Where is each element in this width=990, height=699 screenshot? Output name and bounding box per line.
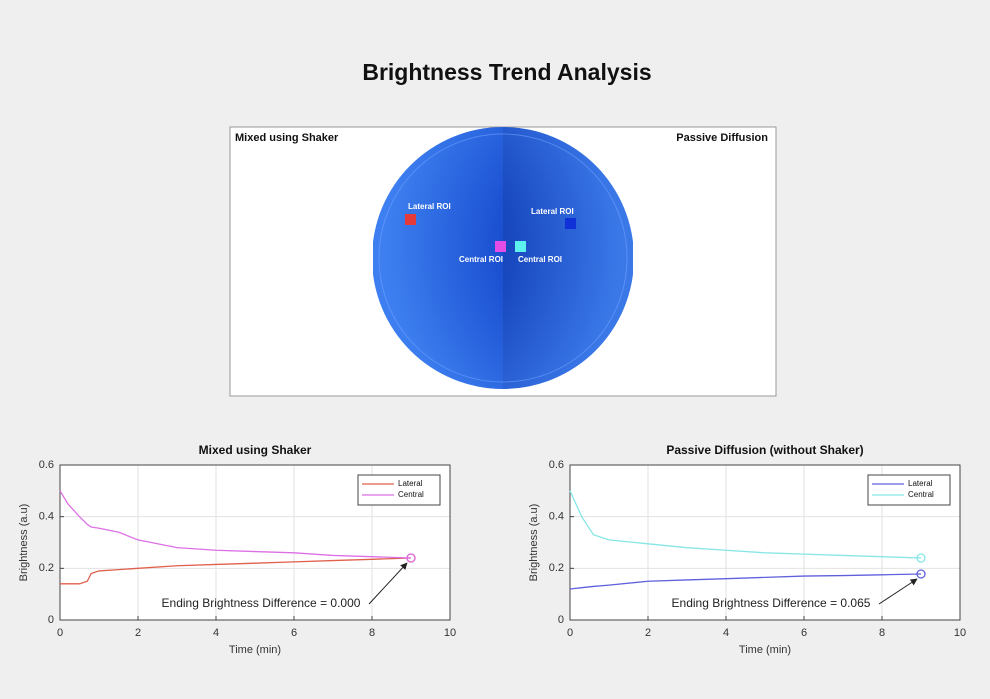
y-tick-label: 0.2 <box>549 562 564 574</box>
y-axis-label: Brightness (a.u) <box>528 504 540 582</box>
y-tick-label: 0.6 <box>549 459 564 471</box>
x-tick-label: 0 <box>57 627 63 639</box>
figure-title: Brightness Trend Analysis <box>362 59 651 85</box>
roi-square <box>495 241 506 252</box>
roi-square <box>405 214 416 225</box>
y-tick-label: 0.2 <box>39 562 54 574</box>
y-tick-label: 0.6 <box>39 459 54 471</box>
y-tick-label: 0.4 <box>549 511 564 523</box>
roi-label: Central ROI <box>459 255 503 264</box>
chart-title: Mixed using Shaker <box>199 443 312 457</box>
y-axis-label: Brightness (a.u) <box>18 504 30 582</box>
roi-label: Central ROI <box>518 255 562 264</box>
image-panel: Mixed using Shaker Passive Diffusion Lat… <box>230 127 776 396</box>
legend-label: Lateral <box>908 479 933 488</box>
x-tick-label: 2 <box>135 627 141 639</box>
panel-label: Mixed using Shaker <box>235 132 339 144</box>
x-tick-label: 8 <box>879 627 885 639</box>
figure: Brightness Trend Analysis Mixed using Sh… <box>0 0 990 699</box>
x-tick-label: 10 <box>954 627 966 639</box>
x-tick-label: 4 <box>213 627 219 639</box>
annotation: Ending Brightness Difference = 0.065 <box>672 596 871 610</box>
roi-label: Lateral ROI <box>408 202 451 211</box>
y-tick-label: 0 <box>558 614 564 626</box>
legend-label: Central <box>908 490 934 499</box>
roi-label: Lateral ROI <box>531 207 574 216</box>
x-axis-label: Time (min) <box>739 644 791 656</box>
annotation: Ending Brightness Difference = 0.000 <box>162 596 361 610</box>
legend-label: Central <box>398 490 424 499</box>
x-tick-label: 2 <box>645 627 651 639</box>
legend-label: Lateral <box>398 479 423 488</box>
x-tick-label: 10 <box>444 627 456 639</box>
roi-square <box>515 241 526 252</box>
roi-square <box>565 218 576 229</box>
x-tick-label: 6 <box>291 627 297 639</box>
x-axis-label: Time (min) <box>229 644 281 656</box>
panel-label: Passive Diffusion <box>676 132 768 144</box>
x-tick-label: 4 <box>723 627 729 639</box>
x-tick-label: 6 <box>801 627 807 639</box>
x-tick-label: 0 <box>567 627 573 639</box>
x-tick-label: 8 <box>369 627 375 639</box>
y-tick-label: 0 <box>48 614 54 626</box>
y-tick-label: 0.4 <box>39 511 54 523</box>
chart-title: Passive Diffusion (without Shaker) <box>666 443 863 457</box>
